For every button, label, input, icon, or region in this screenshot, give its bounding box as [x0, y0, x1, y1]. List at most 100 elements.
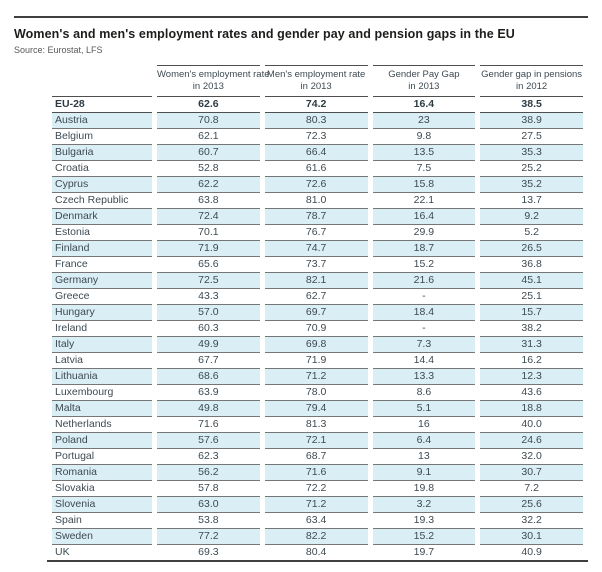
value-cell: 63.8	[157, 193, 260, 209]
value-cell: 9.2	[480, 208, 583, 225]
table-row: Luxembourg 63.9 78.0 8.6 43.6	[52, 385, 583, 401]
table-row: Austria 70.8 80.3 23 38.9	[52, 112, 583, 129]
value-cell: 72.2	[264, 481, 368, 497]
value-cell: 38.5	[480, 97, 583, 113]
value-cell: 72.4	[157, 208, 260, 225]
value-cell: 76.7	[264, 225, 368, 241]
country-cell: Czech Republic	[52, 193, 152, 209]
value-cell: 23	[372, 112, 476, 129]
value-cell: 35.2	[480, 176, 583, 193]
value-cell: 30.7	[480, 464, 583, 481]
value-cell: 70.8	[157, 112, 260, 129]
value-cell: 19.8	[372, 481, 476, 497]
country-cell: Hungary	[52, 304, 152, 321]
country-cell: Belgium	[52, 129, 152, 145]
value-cell: 72.6	[264, 176, 368, 193]
value-cell: 18.7	[372, 240, 476, 257]
table-row: Slovakia 57.8 72.2 19.8 7.2	[52, 481, 583, 497]
value-cell: 22.1	[372, 193, 476, 209]
country-cell: Lithuania	[52, 368, 152, 385]
value-cell: 57.6	[157, 432, 260, 449]
value-cell: 35.3	[480, 144, 583, 161]
country-cell: EU-28	[52, 97, 152, 113]
value-cell: 71.6	[157, 417, 260, 433]
column-header-men-employment: Men's employment rate in 2013	[264, 65, 368, 97]
page-title: Women's and men's employment rates and g…	[14, 27, 515, 41]
table-row: Ireland 60.3 70.9-38.2	[52, 321, 583, 337]
table-row: Czech Republic 63.8 81.0 22.1 13.7	[52, 193, 583, 209]
value-cell: 69.8	[264, 336, 368, 353]
value-cell: 38.9	[480, 112, 583, 129]
country-cell: Luxembourg	[52, 385, 152, 401]
value-cell: 8.6	[372, 385, 476, 401]
country-cell: Croatia	[52, 161, 152, 177]
value-cell: 13.7	[480, 193, 583, 209]
table-row: Bulgaria 60.7 66.4 13.5 35.3	[52, 144, 583, 161]
country-cell: Ireland	[52, 321, 152, 337]
value-cell: 9.1	[372, 464, 476, 481]
country-cell: Estonia	[52, 225, 152, 241]
column-header-label: Men's employment rate	[266, 69, 366, 80]
value-cell: 72.1	[264, 432, 368, 449]
value-cell: 49.8	[157, 400, 260, 417]
column-header-label: Gender gap in pensions	[481, 69, 583, 80]
value-cell: 78.7	[264, 208, 368, 225]
value-cell: 71.9	[157, 240, 260, 257]
table-row: Sweden 77.2 82.2 15.2 30.1	[52, 528, 583, 545]
value-cell: 36.8	[480, 257, 583, 273]
value-cell: 25.6	[480, 496, 583, 513]
value-cell: 71.2	[264, 496, 368, 513]
value-cell: 79.4	[264, 400, 368, 417]
value-cell: 32.2	[480, 513, 583, 529]
column-header-sub: in 2012	[516, 80, 548, 92]
value-cell: 72.5	[157, 272, 260, 289]
table-row: Estonia 70.1 76.7 29.9 5.2	[52, 225, 583, 241]
value-cell: 3.2	[372, 496, 476, 513]
table-row: Spain 53.8 63.4 19.3 32.2	[52, 513, 583, 529]
value-cell: 27.5	[480, 129, 583, 145]
value-cell: 57.8	[157, 481, 260, 497]
table-row: Malta 49.8 79.4 5.1 18.8	[52, 400, 583, 417]
value-cell: 81.3	[264, 417, 368, 433]
value-cell: 80.4	[305, 546, 327, 559]
column-header-sub: in 2013	[192, 80, 224, 92]
value-cell: 68.7	[264, 449, 368, 465]
country-cell: Cyprus	[52, 176, 152, 193]
column-header-sub: in 2013	[300, 80, 332, 92]
table-row: Greece 43.3 62.7-25.1	[52, 289, 583, 305]
value-cell: 65.6	[157, 257, 260, 273]
table-row: Slovenia 63.0 71.2 3.2 25.6	[52, 496, 583, 513]
country-cell: Austria	[52, 112, 152, 129]
value-cell: 7.2	[480, 481, 583, 497]
value-cell: 18.8	[480, 400, 583, 417]
value-cell: 12.3	[480, 368, 583, 385]
country-cell: Netherlands	[52, 417, 152, 433]
value-cell: 5.1	[372, 400, 476, 417]
table-row: Belgium 62.1 72.3 9.8 27.5	[52, 129, 583, 145]
data-table: Women's employment rate in 2013 Men's em…	[47, 65, 588, 562]
value-cell: 43.3	[157, 289, 260, 305]
top-rule	[14, 16, 588, 18]
value-cell: 71.9	[264, 353, 368, 369]
value-cell: 45.1	[480, 272, 583, 289]
table-row: Poland 57.6 72.1 6.4 24.6	[52, 432, 583, 449]
table-row: Romania 56.2 71.6 9.1 30.7	[52, 464, 583, 481]
country-cell: Spain	[52, 513, 152, 529]
value-cell: 31.3	[480, 336, 583, 353]
table-row: Lithuania 68.6 71.2 13.3 12.3	[52, 368, 583, 385]
table-row: Finland 71.9 74.7 18.7 26.5	[52, 240, 583, 257]
column-header-pension-gap: Gender gap in pensions in 2012	[480, 65, 583, 97]
table-row: Cyprus 62.2 72.6 15.8 35.2	[52, 176, 583, 193]
table-body: EU-28 62.6 74.2 16.4 38.5 Austria 70.8 80.3 23 38…	[52, 97, 583, 560]
value-cell: 13.5	[372, 144, 476, 161]
value-cell: 82.2	[264, 528, 368, 545]
table-row: Germany 72.5 82.1 21.6 45.1	[52, 272, 583, 289]
value-cell: 62.2	[157, 176, 260, 193]
value-cell: 60.3	[157, 321, 260, 337]
value-cell: 62.3	[157, 449, 260, 465]
value-cell: 80.3	[264, 112, 368, 129]
value-cell: 63.9	[157, 385, 260, 401]
column-header-pay-gap: Gender Pay Gap in 2013	[372, 65, 476, 97]
value-cell: 71.2	[264, 368, 368, 385]
table-row: Denmark 72.4 78.7 16.4 9.2	[52, 208, 583, 225]
